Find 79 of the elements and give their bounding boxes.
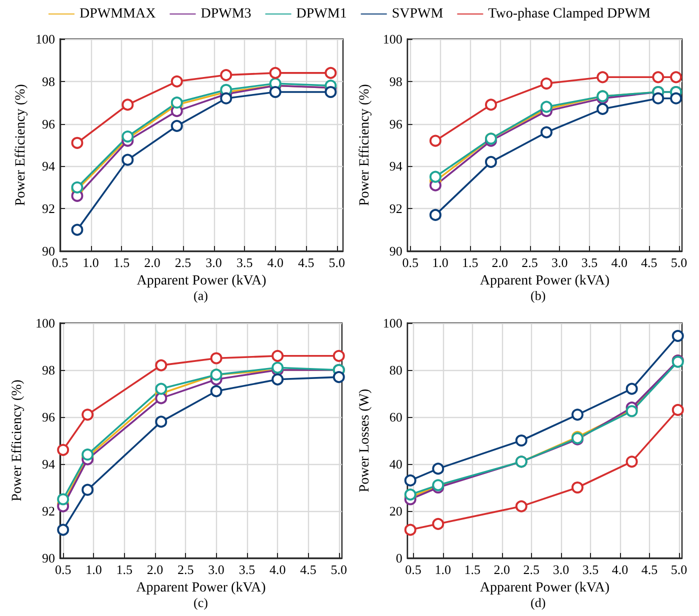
x-tick-label: 3.0 [208, 562, 224, 577]
x-tick-label: 1.5 [462, 255, 478, 270]
x-tick-label: 1.0 [82, 255, 99, 270]
y-tick-label: 100 [36, 316, 55, 330]
y-tick-label: 92 [389, 201, 402, 216]
x-tick-label: 5.0 [330, 562, 347, 577]
x-tick-label: 3.0 [552, 255, 568, 270]
x-tick-label: 1.0 [86, 562, 102, 577]
y-tick-label: 90 [42, 550, 55, 566]
x-tick-label: 1.5 [464, 562, 480, 577]
y-tick-label: 98 [42, 74, 55, 89]
x-tick-label: 1.0 [432, 255, 448, 270]
y-axis-title: Power Efficiency (%) [14, 84, 28, 206]
y-tick-label: 96 [389, 116, 403, 132]
y-tick-label: 96 [42, 410, 56, 424]
legend-label: Two-phase Clamped DPWM [488, 6, 652, 22]
y-tick-label: 0 [396, 550, 402, 566]
y-tick-label: 96 [42, 116, 56, 132]
x-tick-label: 2.0 [146, 562, 164, 577]
x-tick-label: 2.0 [492, 255, 508, 270]
y-tick-label: 100 [36, 32, 55, 46]
x-tick-label: 4.5 [298, 255, 314, 270]
y-tick-label: 80 [389, 362, 402, 378]
x-tick-label: 0.5 [54, 562, 72, 577]
legend-label: SVPWM [392, 6, 444, 22]
x-tick-label: 4.0 [267, 255, 284, 270]
x-tick-label: 3.5 [236, 255, 253, 270]
y-tick-label: 98 [42, 362, 55, 378]
x-tick-label: 3.5 [581, 255, 598, 270]
x-tick-label: 1.0 [434, 562, 451, 577]
y-tick-label: 94 [42, 158, 56, 174]
x-tick-label: 4.0 [612, 562, 628, 577]
x-axis-title: Apparent Power (kVA) [136, 273, 267, 288]
legend-label: DPWM3 [200, 6, 252, 22]
y-tick-label: 94 [42, 456, 56, 472]
x-tick-label: 2.5 [522, 255, 538, 270]
y-tick-label: 92 [42, 504, 55, 518]
y-axis-title: Power Efficiency (%) [10, 379, 26, 502]
x-tick-label: 4.0 [611, 255, 628, 270]
x-tick-label: 2.5 [178, 562, 194, 577]
text: (b) [530, 288, 546, 303]
x-tick-label: 4.5 [300, 562, 316, 577]
x-tick-label: 1.5 [116, 562, 132, 577]
x-tick-label: 4.5 [641, 562, 658, 577]
x-tick-label: 0.5 [405, 562, 422, 577]
text: (a) [194, 288, 208, 303]
y-tick-label: 60 [389, 410, 402, 424]
x-axis-title: Apparent Power (kVA) [136, 580, 266, 596]
x-tick-label: 4.5 [641, 255, 658, 270]
x-axis-title: Apparent Power (kVA) [480, 273, 610, 288]
x-tick-label: 4.0 [269, 562, 286, 577]
x-tick-label: 2.5 [174, 255, 192, 270]
y-tick-label: 20 [389, 504, 402, 518]
x-tick-label: 5.0 [328, 255, 345, 270]
legend-label: DPWM1 [296, 6, 347, 22]
y-tick-label: 94 [389, 158, 403, 174]
x-tick-label: 3.0 [552, 562, 570, 577]
x-tick-label: 1.5 [113, 255, 130, 270]
y-tick-label: 100 [382, 316, 402, 330]
x-tick-label: 3.0 [206, 255, 222, 270]
y-tick-label: 100 [382, 32, 402, 46]
x-axis-title: Apparent Power (kVA) [480, 580, 610, 596]
x-tick-label: 0.5 [402, 255, 419, 270]
y-axis-title: Power Losses (W) [358, 388, 372, 492]
y-tick-label: 90 [389, 244, 402, 258]
x-tick-label: 2.5 [523, 562, 540, 577]
x-tick-label: 5.0 [670, 562, 688, 577]
x-tick-label: 3.5 [238, 562, 256, 577]
x-tick-label: 2.0 [144, 255, 160, 270]
text: (d) [530, 595, 546, 610]
x-tick-label: 5.0 [670, 255, 688, 270]
y-tick-label: 98 [389, 74, 402, 89]
y-tick-label: 92 [42, 201, 55, 216]
legend-label: DPWMMAX [79, 6, 156, 22]
y-axis-title: Power Efficiency (%) [358, 84, 372, 206]
x-tick-label: 2.0 [494, 562, 510, 577]
x-tick-label: 3.5 [582, 562, 599, 577]
text: (c) [194, 595, 208, 610]
y-tick-label: 40 [389, 456, 402, 472]
